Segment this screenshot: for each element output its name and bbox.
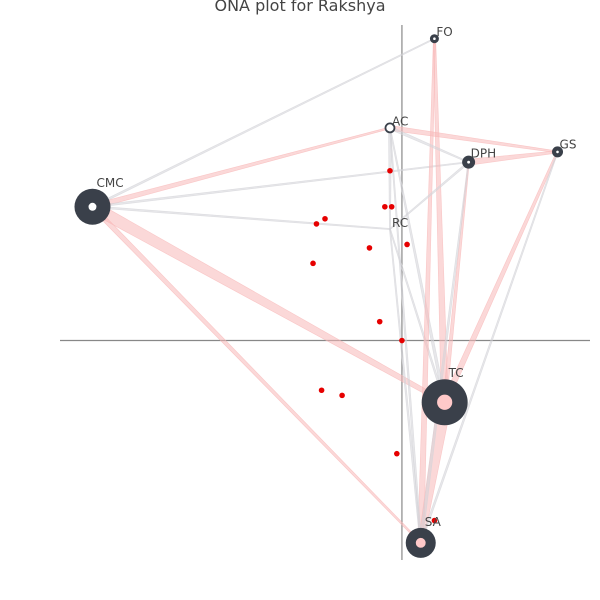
data-point-4 — [388, 203, 395, 210]
data-points — [310, 167, 438, 538]
node-label-cmc: CMC — [96, 176, 123, 190]
node-dph-center — [467, 160, 471, 164]
data-point-3 — [382, 203, 388, 210]
node-label-fo: FO — [436, 25, 452, 39]
node-label-dph: DPH — [471, 147, 497, 161]
edge-ac-rc — [388, 127, 392, 230]
data-point-8 — [310, 260, 316, 267]
node-label-rc: RC — [392, 216, 408, 230]
node-cmc-center — [88, 202, 97, 211]
data-point-7 — [404, 241, 410, 248]
edge-cmc-tc — [89, 201, 447, 405]
data-point-2 — [313, 221, 320, 227]
data-point-6 — [366, 245, 373, 251]
data-point-10 — [399, 337, 405, 344]
node-label-tc: TC — [448, 366, 464, 380]
node-labels: FO AC DPH GS CMC RC TC SA — [96, 25, 576, 529]
data-point-5 — [387, 167, 393, 174]
nodes — [74, 34, 564, 558]
data-point-12 — [339, 392, 345, 399]
edge-sa-ac — [389, 127, 423, 544]
axes — [60, 25, 590, 560]
data-point-11 — [318, 387, 325, 394]
data-point-9 — [376, 318, 383, 325]
node-gs-center — [556, 150, 559, 154]
edge-cmc-fo — [91, 37, 436, 209]
plot-title: ONA plot for Rakshya — [214, 0, 386, 15]
node-label-ac: AC — [392, 114, 408, 128]
node-sa-center — [415, 537, 426, 548]
edge-cmc-sa — [90, 204, 422, 544]
data-point-13 — [394, 450, 400, 457]
node-ac — [384, 122, 396, 134]
node-label-sa: SA — [425, 515, 442, 529]
data-point-1 — [322, 215, 328, 222]
edges — [89, 37, 559, 544]
edge-cmc-dph — [92, 161, 470, 209]
edge-cmc-ac — [91, 126, 391, 210]
node-fo-center — [433, 37, 436, 41]
node-label-gs: GS — [560, 137, 577, 151]
data-point-14 — [431, 517, 438, 524]
node-tc-center — [437, 394, 453, 410]
